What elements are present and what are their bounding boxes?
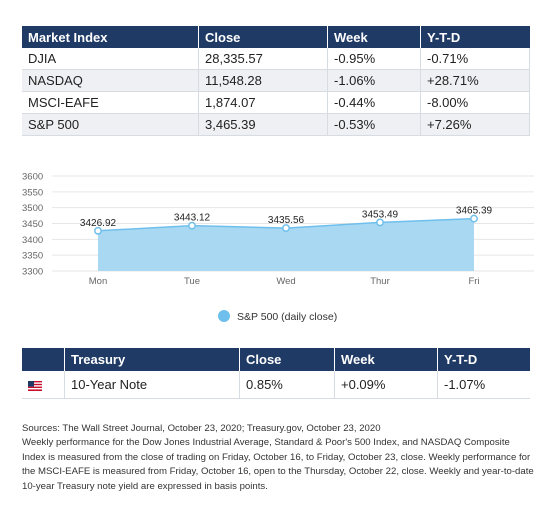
table-row: NASDAQ 11,548.28 -1.06% +28.71% xyxy=(22,69,530,92)
legend-marker xyxy=(218,310,230,322)
y-tick-label: 3550 xyxy=(22,187,43,198)
footnote-body: Weekly performance for the Dow Jones Ind… xyxy=(22,437,534,492)
data-label: 3453.49 xyxy=(362,209,399,220)
data-label: 3435.56 xyxy=(268,215,305,226)
us-flag-icon xyxy=(28,380,42,391)
data-points xyxy=(94,214,478,235)
table-row: 10-Year Note 0.85% +0.09% -1.07% xyxy=(22,371,530,399)
index-ytd: +28.71% xyxy=(420,69,530,92)
y-tick-label: 3500 xyxy=(22,203,43,214)
index-close: 11,548.28 xyxy=(198,69,328,92)
header-treasury: Treasury xyxy=(64,348,240,371)
sp500-area-chart: 3300 3350 3400 3450 3500 3550 3600 3426.92 3443… xyxy=(22,172,534,323)
treasury-close: 0.85% xyxy=(239,371,335,399)
index-week: -0.95% xyxy=(327,48,421,70)
x-tick-label: Fri xyxy=(468,276,479,287)
index-name: DJIA xyxy=(22,48,199,70)
data-point xyxy=(282,224,290,233)
legend-label: S&P 500 (daily close) xyxy=(237,311,337,323)
data-label: 3426.92 xyxy=(80,218,117,229)
series-area xyxy=(98,218,474,271)
y-tick-label: 3600 xyxy=(22,172,43,183)
treasury-table-header: Treasury Close Week Y-T-D xyxy=(22,348,530,371)
y-axis: 3300 3350 3400 3450 3500 3550 3600 xyxy=(22,172,43,278)
data-point xyxy=(94,226,102,235)
data-label: 3443.12 xyxy=(174,213,211,224)
data-labels: 3426.92 3443.12 3435.56 3453.49 3465.39 xyxy=(80,206,493,229)
index-week: -0.44% xyxy=(327,91,421,114)
index-close: 1,874.07 xyxy=(198,91,328,114)
data-point xyxy=(376,218,384,227)
x-axis: Mon Tue Wed Thur Fri xyxy=(89,276,480,287)
index-name: NASDAQ xyxy=(22,69,199,92)
x-tick-label: Wed xyxy=(276,276,295,287)
index-ytd: -0.71% xyxy=(420,48,530,70)
index-week: -0.53% xyxy=(327,113,421,136)
data-point xyxy=(188,221,196,230)
header-ytd: Y-T-D xyxy=(420,26,530,48)
table-row: MSCI-EAFE 1,874.07 -0.44% -8.00% xyxy=(22,91,530,114)
treasury-table: Treasury Close Week Y-T-D 10-Year Note 0… xyxy=(22,348,530,399)
table-row: S&P 500 3,465.39 -0.53% +7.26% xyxy=(22,113,530,136)
data-label: 3465.39 xyxy=(456,206,493,217)
header-close: Close xyxy=(239,348,335,371)
header-week: Week xyxy=(334,348,438,371)
market-table-header: Market Index Close Week Y-T-D xyxy=(22,26,530,48)
index-name: MSCI-EAFE xyxy=(22,91,199,114)
market-index-table: Market Index Close Week Y-T-D DJIA 28,33… xyxy=(22,26,530,136)
footnote-sources: Sources: The Wall Street Journal, Octobe… xyxy=(22,423,381,434)
index-close: 3,465.39 xyxy=(198,113,328,136)
table-row: DJIA 28,335.57 -0.95% -0.71% xyxy=(22,48,530,70)
footnote: Sources: The Wall Street Journal, Octobe… xyxy=(22,422,534,494)
x-tick-label: Tue xyxy=(184,276,200,287)
y-tick-label: 3400 xyxy=(22,235,43,246)
y-tick-label: 3450 xyxy=(22,219,43,230)
x-tick-label: Thur xyxy=(370,276,390,287)
header-close: Close xyxy=(198,26,328,48)
y-tick-label: 3350 xyxy=(22,251,43,262)
index-close: 28,335.57 xyxy=(198,48,328,70)
chart-legend: S&P 500 (daily close) xyxy=(218,310,337,323)
index-name: S&P 500 xyxy=(22,113,199,136)
index-week: -1.06% xyxy=(327,69,421,92)
header-ytd: Y-T-D xyxy=(437,348,530,371)
treasury-week: +0.09% xyxy=(334,371,438,399)
x-tick-label: Mon xyxy=(89,276,107,287)
header-market-index: Market Index xyxy=(22,26,199,48)
index-ytd: -8.00% xyxy=(420,91,530,114)
index-ytd: +7.26% xyxy=(420,113,530,136)
data-point xyxy=(470,214,478,223)
header-week: Week xyxy=(327,26,421,48)
y-tick-label: 3300 xyxy=(22,267,43,278)
flag-cell xyxy=(22,371,65,399)
treasury-ytd: -1.07% xyxy=(437,371,530,399)
treasury-name: 10-Year Note xyxy=(64,371,240,399)
header-flag xyxy=(22,348,65,371)
